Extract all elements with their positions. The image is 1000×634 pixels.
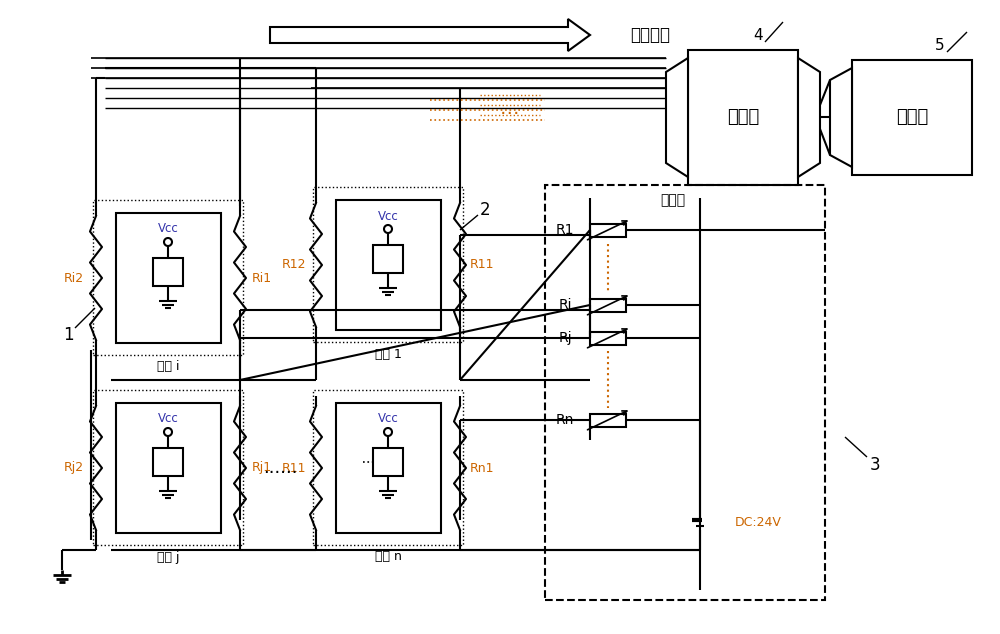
Bar: [590, 332, 626, 345]
Text: Vcc: Vcc: [158, 223, 178, 235]
Bar: [336, 200, 441, 330]
Bar: [93, 390, 243, 545]
Text: Rn: Rn: [556, 413, 574, 427]
Text: Vcc: Vcc: [378, 413, 398, 425]
Text: Ri2: Ri2: [64, 271, 84, 285]
Text: 工位 j: 工位 j: [157, 550, 179, 564]
Bar: [116, 403, 221, 533]
Text: 2: 2: [480, 201, 490, 219]
Bar: [93, 200, 243, 355]
Polygon shape: [798, 58, 820, 177]
Bar: [153, 258, 183, 286]
Text: 工位 1: 工位 1: [375, 347, 401, 361]
Text: R12: R12: [282, 259, 306, 271]
Text: 工位 i: 工位 i: [157, 361, 179, 373]
Text: 4: 4: [753, 27, 763, 42]
Bar: [336, 403, 441, 533]
Bar: [373, 448, 403, 476]
Text: …: …: [500, 98, 520, 117]
Text: ......: ......: [263, 459, 297, 477]
Text: DC:24V: DC:24V: [735, 517, 782, 529]
Text: 电位器: 电位器: [660, 193, 685, 207]
Text: Rj: Rj: [558, 331, 572, 345]
Bar: [373, 245, 403, 273]
Bar: [590, 299, 626, 312]
Bar: [313, 187, 463, 342]
Text: 控制器: 控制器: [727, 108, 759, 126]
Text: 采样信号: 采样信号: [630, 26, 670, 44]
Polygon shape: [666, 58, 688, 177]
Polygon shape: [830, 68, 852, 167]
Text: Ri: Ri: [558, 298, 572, 312]
Text: R1: R1: [556, 223, 574, 237]
Text: 1: 1: [63, 326, 73, 344]
Text: Rj1: Rj1: [252, 462, 272, 474]
Text: Vcc: Vcc: [378, 209, 398, 223]
Text: R11: R11: [470, 259, 494, 271]
Text: 显示器: 显示器: [896, 108, 928, 126]
Text: Vcc: Vcc: [158, 413, 178, 425]
Text: Ri1: Ri1: [252, 271, 272, 285]
Text: Rn1: Rn1: [470, 462, 494, 474]
Text: 5: 5: [935, 37, 945, 53]
Bar: [313, 390, 463, 545]
Bar: [590, 414, 626, 427]
Bar: [688, 50, 798, 185]
Polygon shape: [270, 19, 590, 51]
Bar: [153, 448, 183, 476]
Text: 3: 3: [870, 456, 880, 474]
Bar: [590, 224, 626, 237]
Bar: [116, 213, 221, 343]
Text: R11: R11: [282, 462, 306, 474]
Bar: [852, 60, 972, 175]
Text: Rj2: Rj2: [64, 462, 84, 474]
Bar: [545, 185, 825, 600]
Text: 工位 n: 工位 n: [375, 550, 401, 564]
